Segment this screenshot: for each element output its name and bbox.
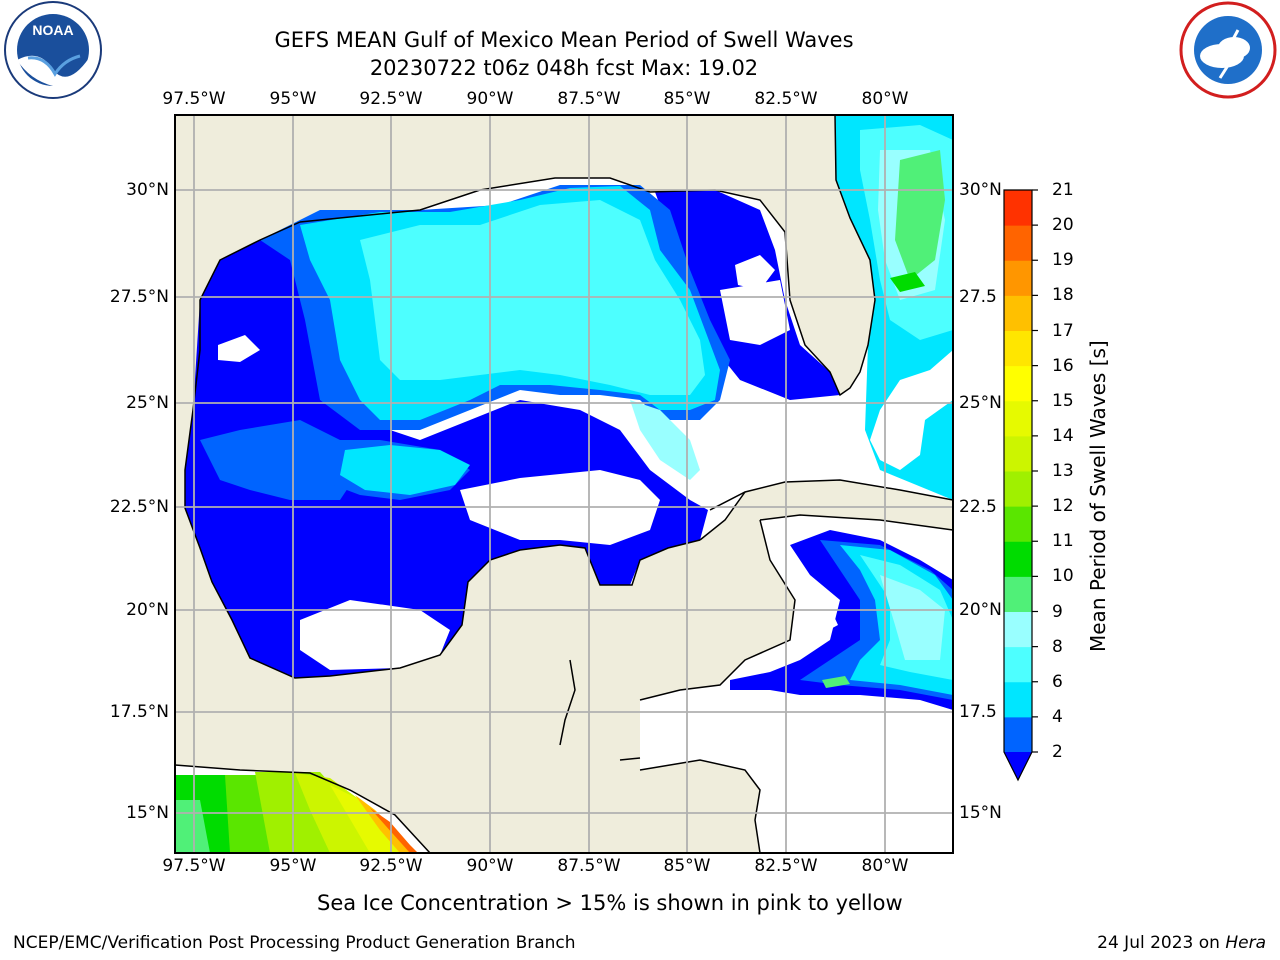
colorbar-band <box>1004 716 1032 753</box>
colorbar-tick-label: 11 <box>1052 531 1074 552</box>
map-frame <box>174 114 954 854</box>
colorbar-band <box>1004 576 1032 612</box>
lat-label-right: 22.5 <box>959 497 997 517</box>
colorbar-bands <box>1004 190 1032 753</box>
map-subtitle: 20230722 t06z 048h fcst Max: 19.02 <box>369 56 759 80</box>
lon-label-top: 92.5°W <box>359 89 423 109</box>
lon-label-bottom: 90°W <box>466 856 514 876</box>
lon-label-bottom: 95°W <box>269 856 317 876</box>
colorbar-band <box>1004 190 1032 226</box>
colorbar-band <box>1004 506 1032 542</box>
lon-label-top: 80°W <box>861 89 909 109</box>
lat-label-left: 30°N <box>126 180 169 200</box>
lon-label-top: 85°W <box>663 89 711 109</box>
lat-label-right: 30°N <box>959 180 1002 200</box>
lat-label-right: 27.5 <box>959 287 997 307</box>
colorbar-band <box>1004 225 1032 261</box>
lon-label-top: 90°W <box>466 89 514 109</box>
colorbar-tick-label: 16 <box>1052 355 1074 376</box>
colorbar-tick-label: 9 <box>1052 601 1063 622</box>
lat-label-left: 25°N <box>126 393 169 413</box>
colorbar-underflow-triangle <box>1004 752 1032 780</box>
colorbar-band <box>1004 295 1032 331</box>
colorbar-band <box>1004 400 1032 437</box>
lat-label-left: 22.5°N <box>109 497 169 517</box>
lon-label-bottom: 85°W <box>663 856 711 876</box>
colorbar-band <box>1004 681 1032 718</box>
colorbar-tick-label: 21 <box>1052 180 1074 200</box>
colorbar-tick-label: 18 <box>1052 285 1074 306</box>
lon-label-bottom: 80°W <box>861 856 909 876</box>
lon-label-bottom: 92.5°W <box>359 856 423 876</box>
colorbar-band <box>1004 365 1032 402</box>
lon-label-bottom: 97.5°W <box>162 856 226 876</box>
lon-label-bottom: 82.5°W <box>754 856 818 876</box>
lon-label-top: 87.5°W <box>557 89 621 109</box>
colorbar-band <box>1004 646 1032 683</box>
colorbar-tick-label: 19 <box>1052 250 1074 271</box>
lat-label-right: 17.5 <box>959 702 997 722</box>
colorbar-tick-label: 10 <box>1052 566 1074 587</box>
colorbar-tick-label: 4 <box>1052 706 1063 727</box>
map-title: GEFS MEAN Gulf of Mexico Mean Period of … <box>274 28 854 52</box>
nws-logo <box>1179 1 1277 99</box>
lon-label-top: 97.5°W <box>162 89 226 109</box>
lon-label-bottom: 87.5°W <box>557 856 621 876</box>
colorbar-tick-label: 14 <box>1052 425 1074 446</box>
lat-label-left: 17.5°N <box>109 702 169 722</box>
footer-host: Hera <box>1225 933 1266 953</box>
colorbar <box>1003 189 1038 782</box>
lat-label-left: 27.5°N <box>109 287 169 307</box>
colorbar-band <box>1004 471 1032 507</box>
graticule <box>175 115 953 853</box>
colorbar-band <box>1004 435 1032 472</box>
lon-label-top: 95°W <box>269 89 317 109</box>
colorbar-band <box>1004 611 1032 648</box>
colorbar-tick-label: 13 <box>1052 461 1074 481</box>
colorbar-tick-label: 17 <box>1052 320 1074 341</box>
colorbar-label: Mean Period of Swell Waves [s] <box>1086 340 1110 652</box>
lat-label-left: 15°N <box>126 803 169 823</box>
colorbar-tick-label: 20 <box>1052 215 1074 236</box>
sea-ice-caption: Sea Ice Concentration > 15% is shown in … <box>317 891 903 915</box>
colorbar-tick-label: 6 <box>1052 671 1063 692</box>
footer-date-text: 24 Jul 2023 on <box>1097 933 1226 953</box>
footer-branch: NCEP/EMC/Verification Post Processing Pr… <box>13 933 576 953</box>
lat-label-right: 15°N <box>959 803 1002 823</box>
footer-date: 24 Jul 2023 on Hera <box>1097 933 1266 953</box>
colorbar-band <box>1004 260 1032 296</box>
lon-label-top: 82.5°W <box>754 89 818 109</box>
noaa-logo-text: NOAA <box>32 22 73 38</box>
colorbar-tick-label: 2 <box>1052 742 1063 762</box>
lat-label-right: 25°N <box>959 393 1002 413</box>
colorbar-tick-label: 8 <box>1052 636 1063 657</box>
lat-label-left: 20°N <box>126 600 169 620</box>
lat-label-right: 20°N <box>959 600 1002 620</box>
colorbar-band <box>1004 330 1032 367</box>
colorbar-tick-label: 12 <box>1052 496 1074 517</box>
noaa-logo: NOAA <box>4 1 102 99</box>
colorbar-band <box>1004 541 1032 577</box>
colorbar-tick-label: 15 <box>1052 390 1074 411</box>
